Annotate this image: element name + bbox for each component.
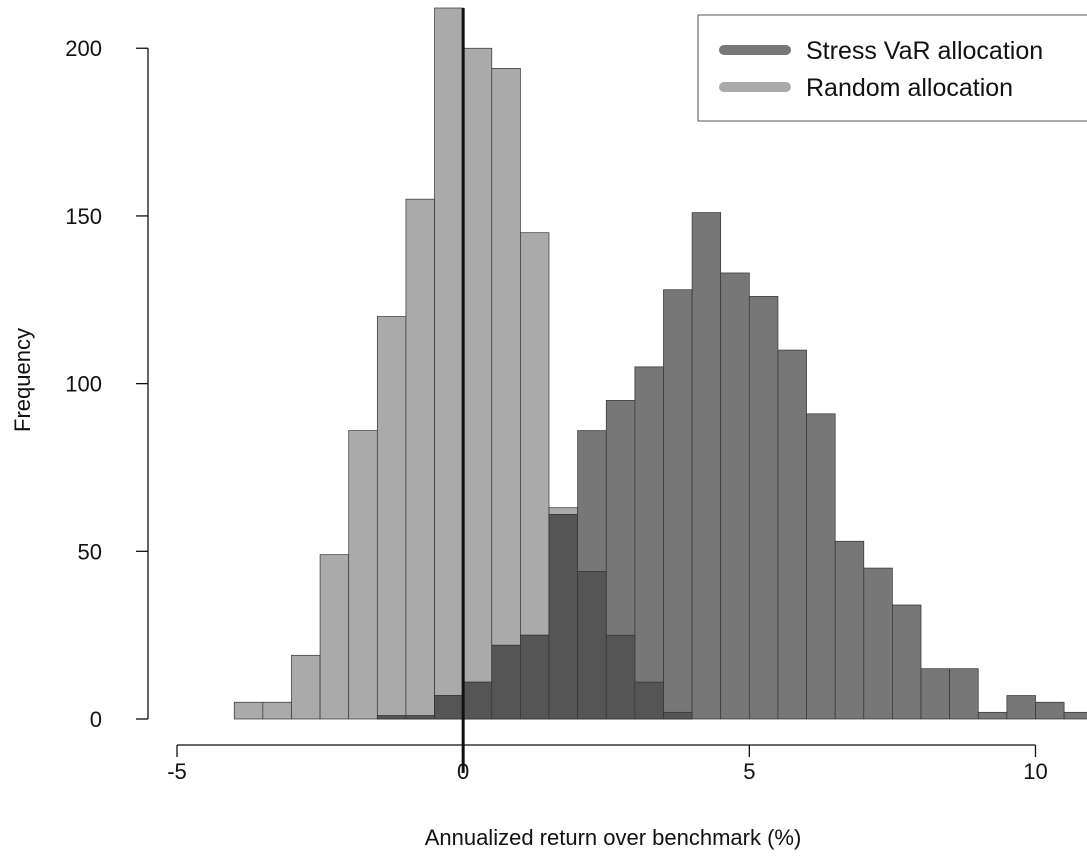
stress-bar: [748, 296, 779, 720]
random-bar: [462, 47, 493, 720]
stress-bar: [1063, 711, 1087, 720]
random-allocation-bars: [233, 7, 693, 720]
overlap-bar: [520, 634, 550, 720]
overlap-bar: [577, 571, 607, 720]
overlap-bar: [434, 695, 464, 720]
overlap-bar: [548, 514, 578, 720]
random-bar: [376, 316, 407, 720]
stress-bar: [977, 711, 1008, 720]
x-axis: -5 0 5 10: [167, 744, 1048, 784]
stress-bar: [1035, 701, 1065, 720]
overlap-bar: [491, 644, 521, 720]
legend-label-stress: Stress VaR allocation: [806, 37, 1043, 65]
random-bar: [491, 68, 521, 720]
stress-bar: [920, 668, 950, 720]
y-tick-label: 150: [65, 204, 102, 229]
random-bar: [291, 654, 321, 720]
stress-bar: [663, 289, 693, 720]
legend: Stress VaR allocation Random allocation: [697, 14, 1087, 122]
x-tick-label: -5: [167, 759, 187, 784]
legend-label-random: Random allocation: [806, 74, 1013, 102]
stress-bar: [863, 567, 893, 720]
x-tick-label: 0: [457, 759, 469, 784]
random-bar: [262, 701, 292, 720]
y-axis: 0 50 100 150 200: [65, 36, 149, 732]
y-tick-label: 0: [90, 707, 102, 732]
random-bar: [233, 701, 264, 720]
y-tick-label: 200: [65, 36, 102, 61]
random-bar: [405, 198, 435, 720]
stress-bar: [1006, 695, 1036, 720]
stress-bar: [892, 604, 922, 720]
stress-bar: [691, 212, 722, 720]
overlap-bar: [634, 681, 664, 720]
y-tick-label: 100: [65, 372, 102, 397]
random-bar: [319, 554, 350, 720]
overlap-bar: [663, 711, 693, 720]
stress-bar: [777, 349, 807, 720]
random-bar: [434, 7, 464, 720]
y-axis-title: Frequency: [10, 328, 35, 432]
y-tick-label: 50: [78, 539, 102, 564]
random-bar: [348, 430, 378, 720]
overlap-bar: [405, 715, 435, 720]
overlap-bar: [462, 681, 493, 720]
legend-box: [697, 14, 1087, 122]
stress-bar: [834, 540, 865, 720]
overlap-bar: [605, 634, 636, 720]
stress-bar: [720, 272, 750, 720]
stress-bar: [806, 413, 836, 720]
stress-bar: [949, 668, 979, 720]
x-tick-label: 5: [743, 759, 755, 784]
overlap-bars: [376, 514, 693, 720]
x-axis-title: Annualized return over benchmark (%): [425, 825, 802, 850]
x-tick-label: 10: [1023, 759, 1047, 784]
stress-bar: [634, 366, 664, 720]
overlap-bar: [376, 715, 407, 720]
